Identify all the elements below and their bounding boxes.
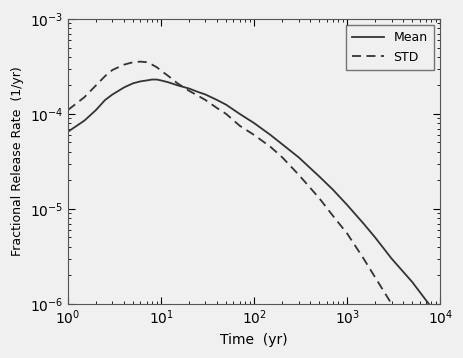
Line: Mean: Mean [68, 79, 439, 319]
STD [202, 98, 208, 102]
Mean [267, 133, 273, 137]
Mean [237, 112, 242, 116]
X-axis label: Time  (yr): Time (yr) [220, 333, 288, 347]
STD [329, 213, 335, 218]
Mean [109, 92, 115, 97]
STD [158, 68, 163, 73]
STD [109, 68, 115, 72]
STD [165, 74, 171, 78]
Mean [138, 79, 143, 83]
STD [237, 124, 242, 128]
STD [130, 60, 136, 64]
Mean [388, 256, 394, 261]
Mean [295, 155, 300, 159]
Mean [408, 280, 414, 284]
STD [408, 339, 414, 344]
Mean [174, 83, 180, 87]
Mean [372, 235, 377, 240]
STD [251, 133, 257, 137]
Mean [154, 77, 159, 82]
Mean [202, 92, 208, 97]
Line: STD: STD [68, 62, 439, 358]
STD [279, 155, 284, 159]
Mean [223, 102, 228, 107]
STD [81, 95, 87, 99]
Mean [149, 77, 155, 82]
Mean [437, 316, 442, 321]
Mean [121, 85, 126, 90]
Mean [165, 80, 171, 84]
Y-axis label: Fractional Release Rate  (1/yr): Fractional Release Rate (1/yr) [11, 67, 24, 256]
STD [144, 60, 149, 64]
Legend: Mean, STD: Mean, STD [345, 25, 433, 70]
Mean [279, 142, 284, 146]
STD [267, 145, 273, 149]
STD [316, 196, 321, 200]
STD [102, 74, 107, 78]
STD [174, 81, 180, 86]
Mean [344, 203, 349, 207]
STD [223, 112, 228, 116]
Mean [144, 78, 149, 83]
Mean [251, 121, 257, 125]
Mean [422, 298, 428, 302]
STD [154, 65, 159, 69]
STD [65, 108, 71, 112]
Mean [316, 174, 321, 179]
STD [372, 275, 377, 280]
Mean [360, 222, 366, 226]
STD [388, 302, 394, 306]
Mean [102, 98, 107, 102]
Mean [93, 108, 99, 112]
Mean [186, 86, 192, 91]
STD [121, 63, 126, 67]
STD [138, 59, 143, 64]
Mean [195, 90, 200, 94]
Mean [158, 78, 163, 83]
STD [344, 231, 349, 236]
STD [186, 89, 192, 93]
Mean [214, 98, 219, 102]
Mean [130, 81, 136, 86]
STD [195, 94, 200, 98]
Mean [329, 187, 335, 192]
Mean [81, 118, 87, 123]
Mean [65, 130, 71, 134]
STD [295, 173, 300, 177]
STD [214, 106, 219, 110]
STD [149, 63, 155, 67]
STD [93, 83, 99, 87]
STD [360, 256, 366, 261]
